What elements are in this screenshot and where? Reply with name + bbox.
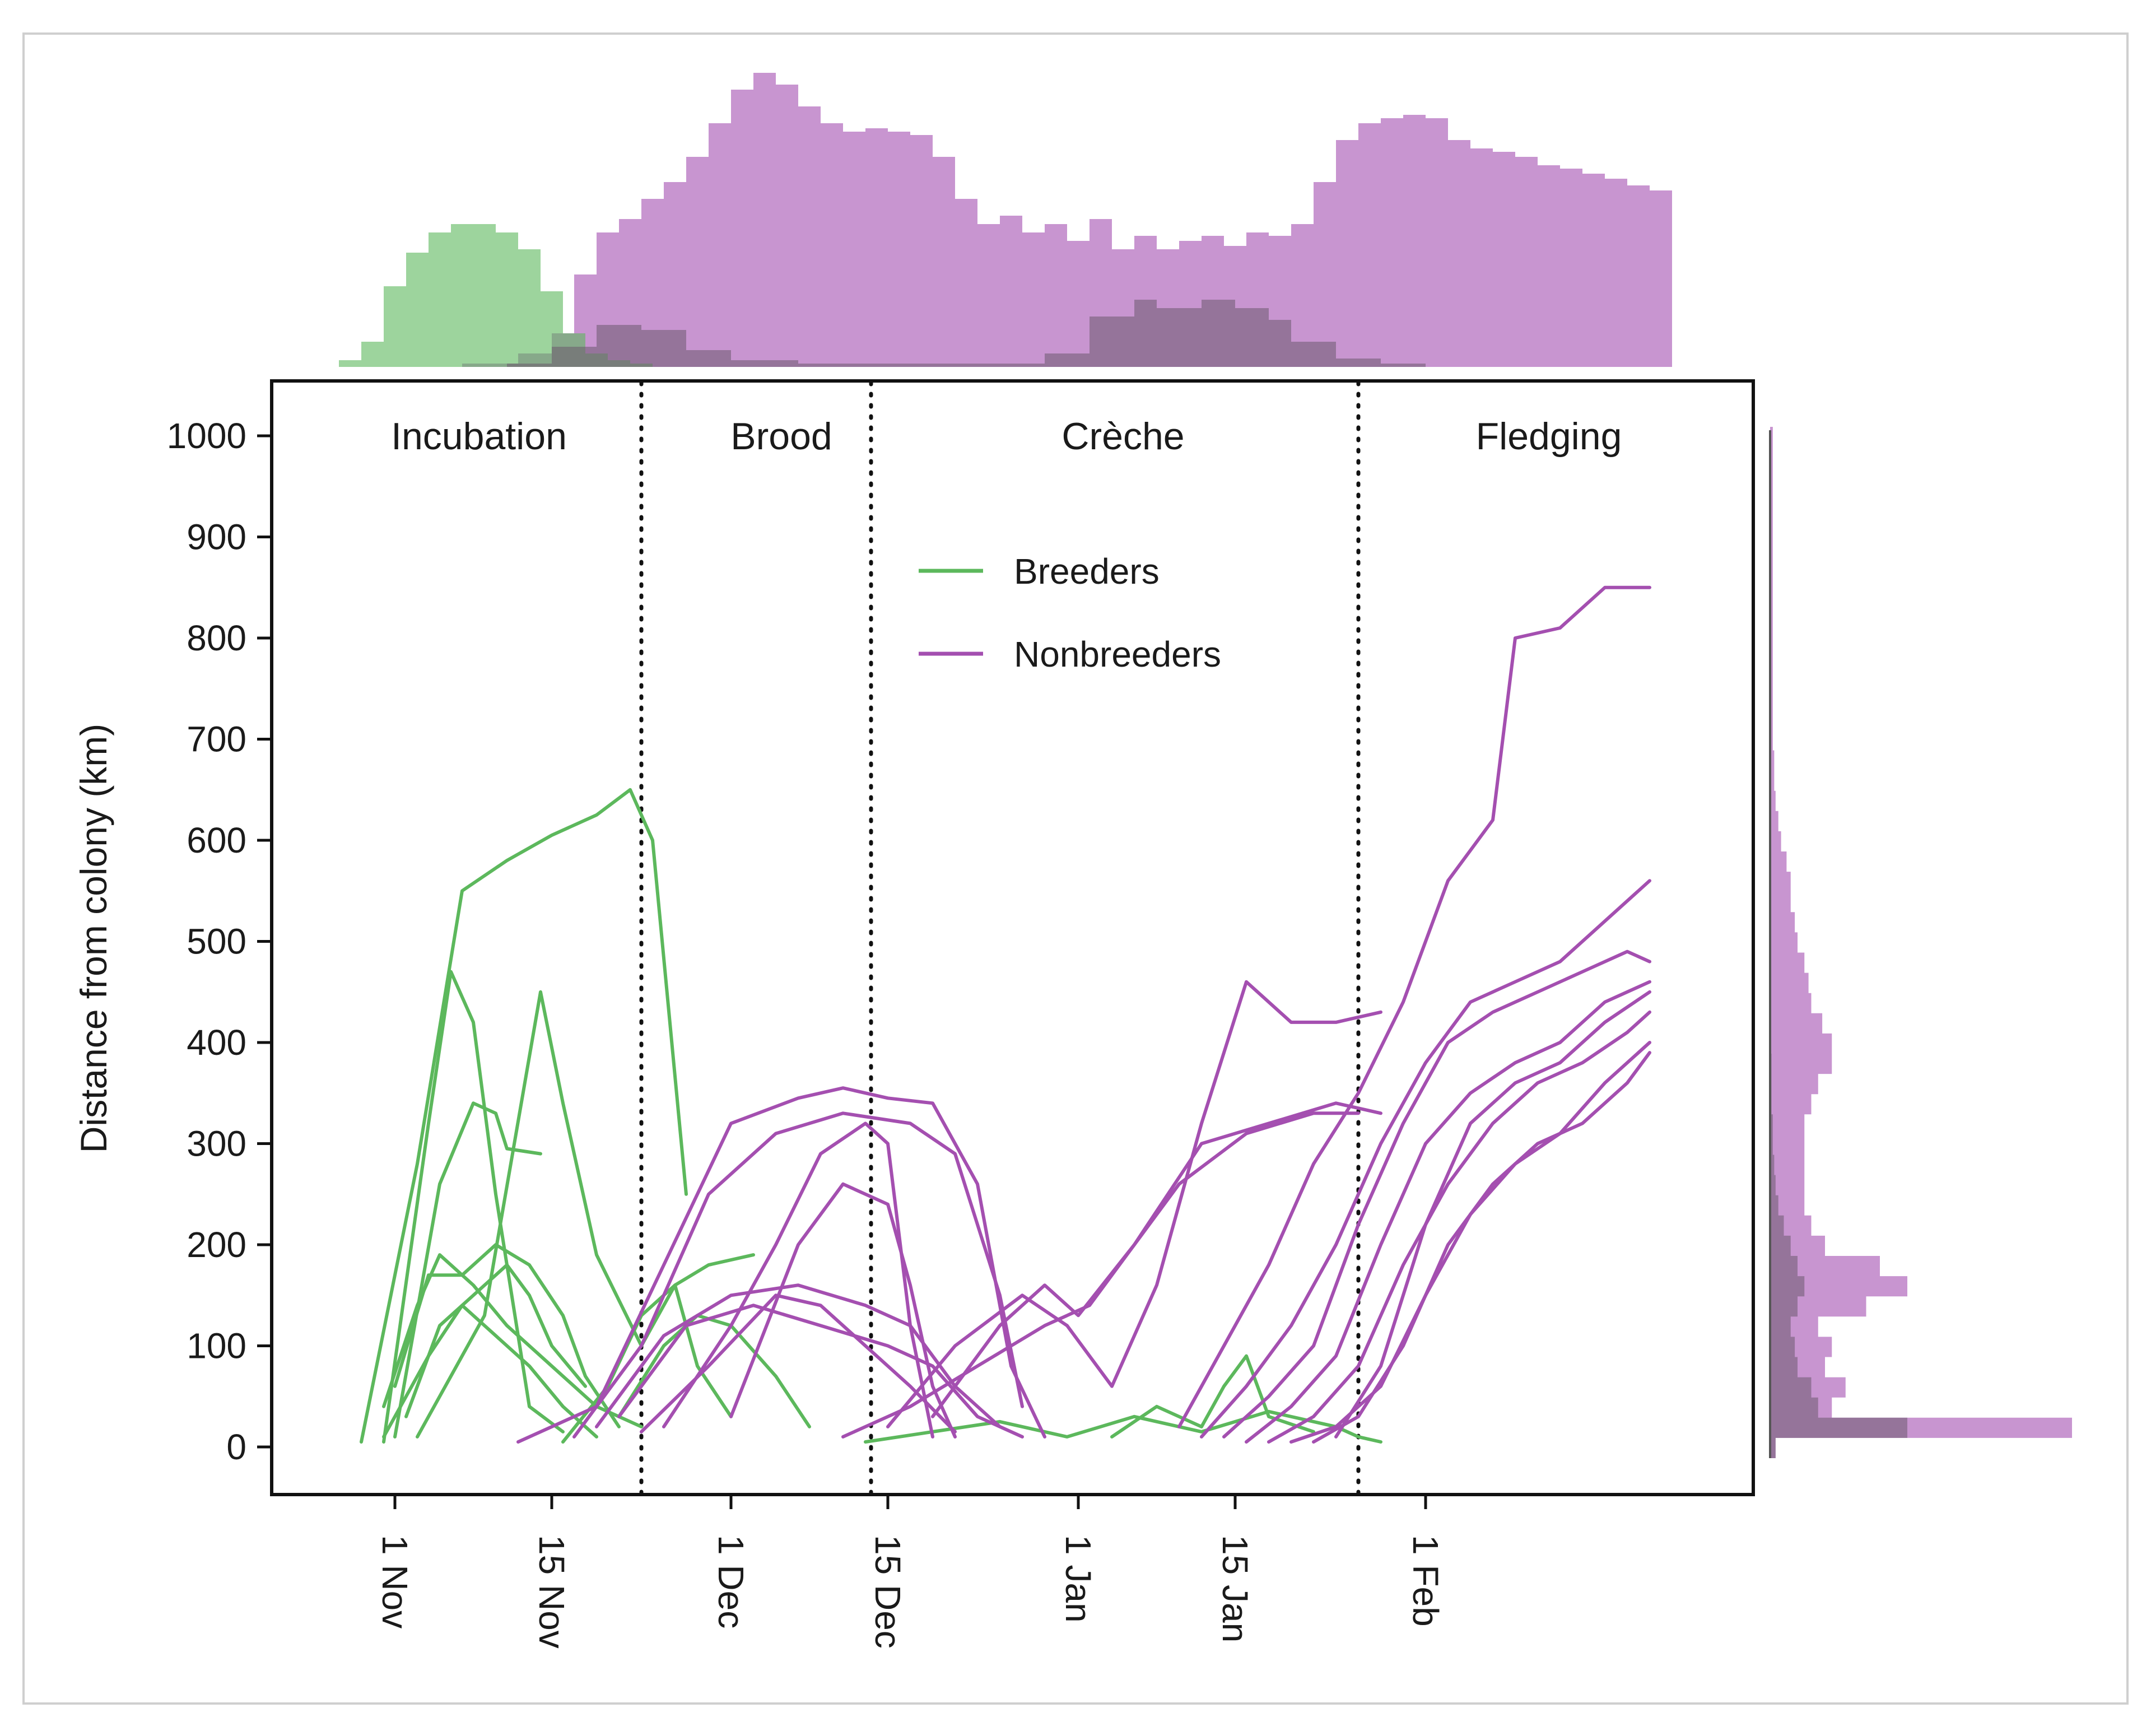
top-hist-breeders	[339, 224, 653, 367]
y-tick-label: 1000	[167, 416, 246, 456]
x-tick-label: 15 Dec	[868, 1535, 908, 1649]
top-marginal-histogram	[339, 73, 1694, 367]
y-tick-label: 200	[187, 1225, 246, 1265]
breeder-track-5	[393, 1243, 621, 1428]
nonbreeder-track-17	[729, 1182, 957, 1439]
y-axis: 0 100 200 300 400 500 600 700 800 900 1000	[167, 416, 272, 1467]
nonbreeder-track-25	[1245, 980, 1651, 1444]
legend-nonbreeders-label: Nonbreeders	[1014, 634, 1221, 674]
legend: Breeders Nonbreeders	[919, 551, 1221, 674]
top-hist-overlap	[373, 300, 1448, 367]
x-axis: 1 Nov 15 Nov 1 Dec 15 Dec 1 Jan 15 Jan 1 Feb	[375, 1495, 1446, 1649]
nonbreeder-track-13	[572, 1111, 1024, 1439]
x-tick-label: 1 Dec	[711, 1535, 751, 1628]
breeder-track-3	[416, 990, 733, 1439]
nonbreeder-track-14	[595, 1283, 1002, 1428]
right-hist-breeders	[1770, 1034, 1907, 1458]
y-tick-label: 800	[187, 618, 246, 658]
breeder-track-6	[404, 1263, 587, 1418]
nonbreeder-track-26	[1267, 1010, 1651, 1444]
nonbreeder-track-18	[662, 1121, 934, 1439]
y-axis-label: Distance from colony (km)	[73, 724, 114, 1153]
y-tick-label: 100	[187, 1326, 246, 1366]
right-hist-nonbreeders	[1770, 427, 2072, 1458]
nonbreeder-track-23	[1200, 879, 1651, 1439]
nonbreeder-track-16	[640, 1293, 957, 1434]
y-tick-label: 700	[187, 719, 246, 760]
y-tick-label: 0	[226, 1427, 246, 1467]
breeder-track-9	[617, 1314, 811, 1428]
breeder-track-7	[382, 1304, 598, 1439]
x-tick-label: 15 Nov	[532, 1535, 572, 1649]
nonbreeder-track-28	[1312, 1051, 1651, 1444]
y-tick-label: 400	[187, 1022, 246, 1063]
phase-labels: Incubation Brood Crèche Fledging	[391, 415, 1622, 458]
breeder-track-11	[1110, 1354, 1315, 1439]
x-tick-label: 1 Nov	[375, 1535, 415, 1628]
x-tick-label: 1 Jan	[1058, 1535, 1098, 1623]
y-tick-label: 600	[187, 820, 246, 860]
x-tick-label: 15 Jan	[1215, 1535, 1255, 1642]
breeder-track-1	[382, 970, 565, 1444]
x-tick-label: 1 Feb	[1405, 1535, 1446, 1627]
y-tick-label: 300	[187, 1124, 246, 1164]
y-tick-label: 900	[187, 517, 246, 557]
y-tick-label: 500	[187, 921, 246, 962]
nonbreeder-track-12	[516, 1086, 1046, 1444]
top-hist-nonbreeders	[462, 73, 1694, 367]
plot-area	[270, 379, 1755, 1496]
legend-breeders-label: Breeders	[1014, 551, 1160, 592]
phase-label: Brood	[730, 415, 832, 458]
phase-label: Fledging	[1476, 415, 1622, 458]
breeder-track-0	[360, 788, 688, 1444]
tracks	[360, 585, 1651, 1444]
breeder-track-10	[864, 1409, 1382, 1444]
nonbreeder-track-21	[841, 1111, 1360, 1439]
nonbreeder-track-19	[886, 980, 1382, 1428]
nonbreeder-track-22	[1177, 585, 1651, 1428]
right-marginal-histogram	[1769, 427, 2072, 1458]
nonbreeder-track-24	[1222, 950, 1651, 1439]
phase-label: Crèche	[1061, 415, 1184, 458]
nonbreeder-track-29	[1334, 990, 1651, 1439]
phase-label: Incubation	[391, 415, 567, 458]
